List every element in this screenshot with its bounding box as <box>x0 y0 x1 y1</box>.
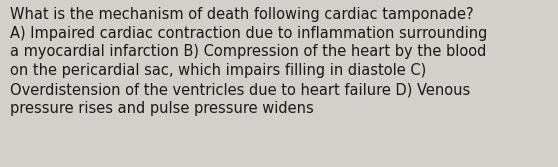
Text: What is the mechanism of death following cardiac tamponade?
A) Impaired cardiac : What is the mechanism of death following… <box>10 7 488 116</box>
